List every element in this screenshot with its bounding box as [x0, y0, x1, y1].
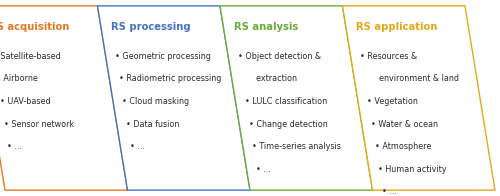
- Text: • ...: • ...: [256, 165, 270, 174]
- Text: RS analysis: RS analysis: [234, 22, 298, 32]
- Text: • Data fusion: • Data fusion: [126, 120, 180, 129]
- Text: • LULC classification: • LULC classification: [245, 97, 327, 106]
- Text: • Radiometric processing: • Radiometric processing: [118, 74, 221, 83]
- Text: • Sensor network: • Sensor network: [4, 120, 74, 129]
- Polygon shape: [0, 6, 128, 190]
- Text: • Human activity: • Human activity: [378, 165, 447, 174]
- Text: RS processing: RS processing: [111, 22, 190, 32]
- Polygon shape: [342, 6, 495, 190]
- Text: • Airborne: • Airborne: [0, 74, 38, 83]
- Text: • Atmosphere: • Atmosphere: [374, 142, 431, 151]
- Text: • Object detection &: • Object detection &: [238, 52, 320, 61]
- Text: • Geometric processing: • Geometric processing: [115, 52, 211, 61]
- Text: environment & land: environment & land: [364, 74, 458, 83]
- Text: RS application: RS application: [356, 22, 438, 32]
- Text: • Water & ocean: • Water & ocean: [371, 120, 438, 129]
- Text: extraction: extraction: [241, 74, 297, 83]
- Text: • Resources &: • Resources &: [360, 52, 418, 61]
- Text: • Satellite-based: • Satellite-based: [0, 52, 60, 61]
- Polygon shape: [98, 6, 250, 190]
- Text: • ...: • ...: [7, 142, 22, 151]
- Text: • Time-series analysis: • Time-series analysis: [252, 142, 341, 151]
- Text: • Change detection: • Change detection: [248, 120, 328, 129]
- Polygon shape: [220, 6, 372, 190]
- Text: • ...: • ...: [130, 142, 144, 151]
- Text: • Cloud masking: • Cloud masking: [122, 97, 190, 106]
- Text: • ...: • ...: [382, 187, 397, 196]
- Text: RS acquisition: RS acquisition: [0, 22, 69, 32]
- Text: • Vegetation: • Vegetation: [368, 97, 418, 106]
- Text: • UAV-based: • UAV-based: [0, 97, 50, 106]
